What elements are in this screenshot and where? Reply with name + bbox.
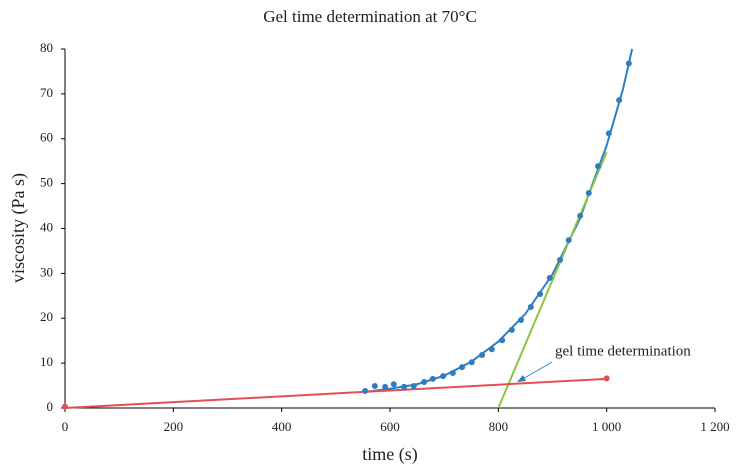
annotation: gel time determination [555, 343, 691, 359]
fit-line [362, 48, 634, 394]
data-point [449, 369, 456, 376]
x-tick-label: 200 [164, 419, 184, 434]
x-tick-label: 1 200 [700, 419, 729, 434]
data-point [459, 364, 466, 371]
data-point [479, 352, 486, 359]
y-tick-label: 10 [40, 354, 53, 369]
data-point [488, 346, 495, 353]
data-point [468, 359, 475, 366]
data-point [577, 212, 584, 219]
data-point [421, 378, 428, 385]
data-point [371, 383, 378, 390]
y-axis-title: viscosity (Pa s) [8, 173, 29, 283]
data-point [508, 326, 515, 333]
data-point [603, 375, 610, 382]
y-tick-label: 80 [40, 40, 53, 55]
data-point [362, 387, 369, 394]
data-point [616, 97, 623, 104]
y-tick-label: 30 [40, 264, 53, 279]
x-tick-label: 600 [380, 419, 400, 434]
annotation-arrowhead [517, 375, 526, 382]
x-axis-title: time (s) [362, 444, 418, 465]
x-tick-label: 0 [62, 419, 69, 434]
x-tick-label: 800 [489, 419, 509, 434]
data-point [557, 256, 564, 263]
data-point [625, 60, 632, 67]
chart-title: Gel time determination at 70°C [263, 7, 477, 26]
data-point [595, 163, 601, 170]
data-point [401, 383, 408, 390]
data-point [585, 190, 592, 197]
data-point [440, 373, 447, 380]
data-point [390, 381, 397, 388]
annotation-arrow [520, 361, 553, 381]
data-point [429, 375, 436, 382]
data-point [565, 237, 572, 244]
data-point [527, 304, 534, 311]
data-point [382, 383, 389, 390]
y-tick-label: 20 [40, 309, 53, 324]
data-point [499, 337, 506, 344]
data-point [546, 274, 553, 281]
fit-line [64, 377, 607, 409]
y-tick-label: 60 [40, 130, 53, 145]
y-tick-label: 50 [40, 175, 53, 190]
data-point [605, 130, 612, 137]
x-tick-label: 1 000 [592, 419, 621, 434]
y-tick-label: 40 [40, 219, 53, 234]
data-point [410, 383, 417, 390]
data-point [537, 291, 544, 298]
y-tick-label: 0 [47, 399, 54, 414]
data-point [62, 403, 68, 410]
x-tick-label: 400 [272, 419, 292, 434]
y-tick-label: 70 [40, 85, 53, 100]
data-point [518, 317, 525, 324]
